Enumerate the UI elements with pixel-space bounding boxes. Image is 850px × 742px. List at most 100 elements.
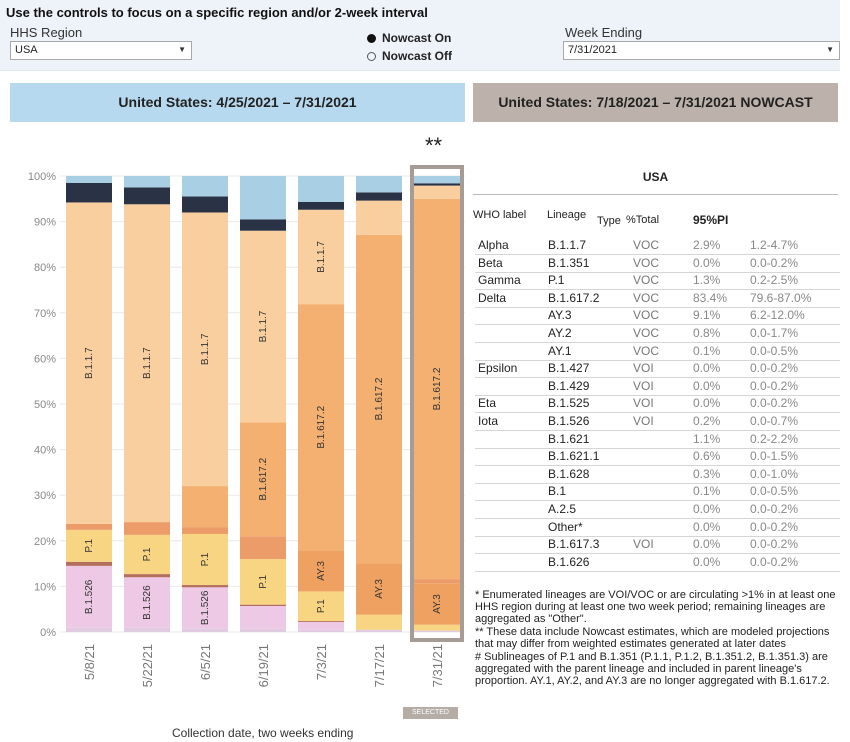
bar-segment (298, 304, 344, 551)
header-pct-total: %Total (626, 214, 660, 226)
table-cell-pct: 0.6% (693, 449, 721, 464)
table-cell-pct: 0.3% (693, 466, 721, 481)
x-tick-label: 6/5/21 (198, 644, 213, 680)
table-cell-lineage: B.1.351 (548, 255, 590, 270)
bar-segment (66, 627, 112, 632)
table-cell-pct: 9.1% (693, 308, 721, 323)
bar-segment (240, 176, 286, 220)
bar-segment (356, 176, 402, 193)
table-cell-lineage: B.1 (548, 484, 567, 499)
y-tick-label: 0% (40, 627, 56, 639)
table-cell-pi: 79.6-87.0% (750, 290, 812, 305)
header-type: Type (597, 215, 621, 227)
nowcast-off-radio[interactable]: Nowcast Off (367, 49, 452, 63)
table-cell-pi: 0.0-0.2% (750, 502, 799, 516)
bar-segment (298, 550, 344, 592)
bar-segment (240, 606, 286, 629)
bar-segment (356, 234, 402, 564)
footnotes: * Enumerated lineages are VOI/VOC or are… (475, 589, 840, 688)
x-axis-title: Collection date, two weeks ending (172, 726, 354, 740)
bar-segment (66, 182, 112, 203)
table-cell-who: Beta (478, 255, 503, 270)
table-cell-pi: 0.0-0.2% (750, 519, 799, 534)
table-row: Delta B.1.617.2 VOC 83.4% 79.6-87.0% (475, 290, 840, 308)
bar-segment (356, 192, 402, 201)
y-tick-label: 70% (34, 308, 56, 320)
bar-segment (414, 185, 460, 199)
bar-segment (356, 200, 402, 235)
week-ending-select[interactable]: 7/31/2021 ▼ (563, 41, 840, 60)
bar-segment (298, 629, 344, 632)
radio-selected-icon (367, 34, 376, 43)
hhs-region-select[interactable]: USA ▼ (10, 41, 192, 60)
table-row: AY.2 VOC 0.8% 0.0-1.7% (475, 325, 840, 343)
header-who-label: WHO label (473, 209, 527, 221)
bar-label: B.1.1.7 (200, 333, 211, 365)
bar-segment (124, 176, 170, 188)
bar-segment (182, 527, 228, 534)
table-cell-pct: 0.0% (693, 554, 721, 569)
bar-segment (240, 628, 286, 632)
table-cell-lineage: B.1.429 (548, 378, 590, 393)
table-cell-lineage: AY.3 (548, 308, 572, 323)
bar-segment (298, 176, 344, 202)
bar-segment (414, 630, 460, 632)
table-row: AY.1 VOC 0.1% 0.0-0.5% (475, 343, 840, 361)
bar-label: B.1.526 (84, 579, 95, 614)
table-cell-pct: 2.9% (693, 238, 721, 252)
bar-segment (182, 587, 228, 629)
divider (473, 194, 838, 195)
table-cell-pct: 1.1% (693, 431, 721, 446)
bar-segment (66, 529, 112, 562)
footnote: ** These data include Nowcast estimates,… (475, 626, 830, 650)
bar-segment (356, 629, 402, 632)
bar-label: B.1.617.2 (316, 405, 327, 448)
table-row: Eta B.1.525 VOI 0.0% 0.0-0.2% (475, 395, 840, 414)
x-tick-label: 7/17/21 (372, 644, 387, 687)
table-cell-lineage: A.2.5 (548, 502, 577, 516)
table-cell-lineage: B.1.617.3 (548, 537, 600, 552)
bar-segment (240, 230, 286, 423)
table-cell-type: VOC (633, 238, 660, 252)
table-cell-type: VOI (633, 537, 654, 552)
table-cell-lineage: B.1.525 (548, 396, 590, 411)
y-tick-label: 100% (28, 171, 56, 183)
hhs-region-label: HHS Region (10, 25, 83, 40)
bar-segment (356, 563, 402, 615)
bar-segment (298, 209, 344, 305)
bar-segment (414, 176, 460, 184)
table-row: Epsilon B.1.427 VOI 0.0% 0.0-0.2% (475, 360, 840, 379)
bar-label: P.1 (258, 575, 269, 589)
y-tick-label: 30% (34, 490, 56, 502)
bar-label: B.1.617.2 (432, 367, 443, 410)
bar-label: B.1.1.7 (316, 241, 327, 273)
table-cell-lineage: B.1.526 (548, 414, 590, 428)
y-tick-label: 60% (34, 353, 56, 365)
bar-label: B.1.526 (200, 590, 211, 625)
bar-label: B.1.617.2 (374, 377, 385, 420)
bar-segment (182, 486, 228, 528)
x-tick-label: 7/3/21 (314, 644, 329, 680)
table-cell-type: VOI (633, 396, 654, 411)
header-lineage: Lineage (547, 209, 587, 221)
bar-segment (182, 212, 228, 487)
nowcast-on-radio[interactable]: Nowcast On (367, 31, 451, 45)
bar-segment (124, 574, 170, 578)
bar-label: B.1.526 (142, 585, 153, 620)
table-row: B.1.429 VOI 0.0% 0.0-0.2% (475, 378, 840, 396)
table-cell-lineage: B.1.621 (548, 431, 590, 446)
table-cell-pi: 0.0-1.5% (750, 449, 799, 464)
table-cell-pi: 0.0-0.2% (750, 537, 799, 552)
y-tick-label: 40% (34, 445, 56, 457)
table-cell-pi: 6.2-12.0% (750, 308, 805, 323)
y-tick-label: 50% (34, 399, 56, 411)
table-cell-type: VOC (633, 308, 660, 323)
bar-label: B.1.1.7 (84, 347, 95, 379)
table-row: B.1.621 1.1% 0.2-2.2% (475, 431, 840, 449)
table-cell-pi: 1.2-4.7% (750, 238, 799, 252)
week-ending-value: 7/31/2021 (568, 44, 617, 56)
x-tick-label: 5/22/21 (140, 644, 155, 687)
table-cell-pi: 0.0-0.5% (750, 484, 799, 499)
bar-segment (414, 579, 460, 584)
x-tick-label: 7/31/21 (430, 644, 445, 687)
